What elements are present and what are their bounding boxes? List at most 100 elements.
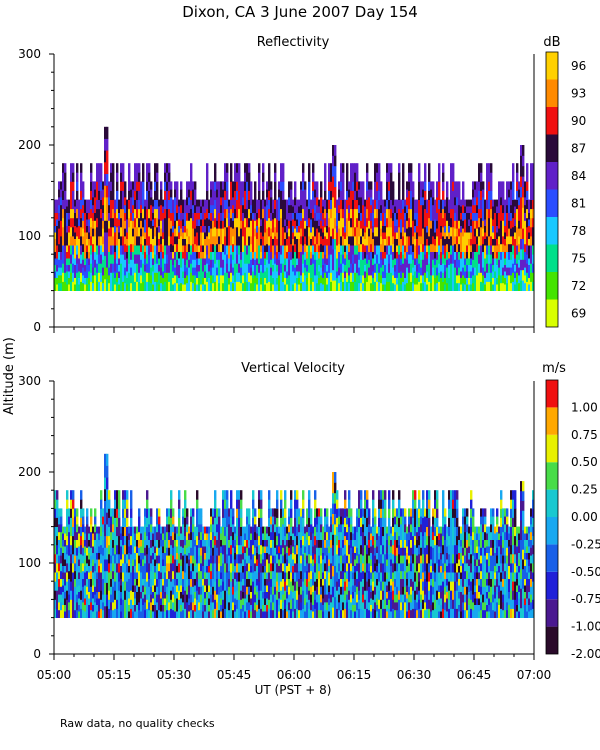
heatmap-cell (294, 267, 297, 276)
heatmap-cell (114, 225, 117, 233)
heatmap-cell (184, 563, 187, 573)
heatmap-cell (84, 533, 87, 540)
heatmap-column (228, 199, 231, 291)
heatmap-cell (184, 271, 187, 278)
heatmap-cell (96, 199, 99, 210)
heatmap-cell (268, 208, 271, 219)
heatmap-cell (82, 539, 85, 548)
heatmap-cell (212, 594, 215, 603)
heatmap-cell (70, 226, 73, 237)
heatmap-cell (488, 208, 491, 219)
heatmap-cell (114, 251, 117, 259)
heatmap-cell (126, 212, 129, 220)
heatmap-cell (468, 232, 471, 239)
heatmap-cell (60, 516, 63, 525)
heatmap-column (210, 508, 213, 618)
heatmap-cell (200, 555, 203, 564)
heatmap-cell (186, 236, 189, 245)
heatmap-cell (286, 199, 289, 207)
heatmap-cell (208, 565, 211, 573)
heatmap-cell (192, 531, 195, 540)
heatmap-column (160, 526, 163, 618)
heatmap-cell (472, 189, 475, 198)
heatmap-cell (178, 264, 181, 272)
heatmap-cell (434, 219, 437, 226)
heatmap-cell (112, 181, 115, 191)
heatmap-cell (372, 258, 375, 265)
heatmap-cell (190, 199, 193, 210)
heatmap-cell (512, 199, 515, 210)
heatmap-cell (428, 217, 431, 228)
heatmap-cell (76, 245, 79, 255)
heatmap-cell (110, 245, 113, 255)
heatmap-cell (128, 245, 131, 255)
heatmap-cell (462, 282, 465, 291)
heatmap-cell (74, 516, 77, 525)
heatmap-cell (504, 212, 507, 220)
heatmap-cell (178, 599, 181, 609)
heatmap-cell (164, 526, 167, 534)
heatmap-cell (96, 539, 99, 547)
heatmap-column (216, 181, 219, 291)
heatmap-cell (220, 212, 223, 221)
heatmap-cell (378, 254, 381, 264)
heatmap-cell (242, 220, 245, 229)
heatmap-cell (166, 508, 169, 517)
heatmap-cell (228, 245, 231, 252)
heatmap-cell (418, 272, 421, 282)
heatmap-cell (148, 163, 151, 173)
heatmap-cell (100, 245, 103, 255)
heatmap-cell (190, 236, 193, 246)
heatmap-cell (388, 181, 391, 191)
heatmap-cell (366, 263, 369, 273)
heatmap-cell (432, 282, 435, 291)
heatmap-cell (98, 172, 101, 182)
heatmap-cell (62, 552, 65, 560)
heatmap-cell (500, 243, 503, 252)
heatmap-cell (328, 208, 331, 219)
heatmap-column (176, 526, 179, 618)
heatmap-cell (522, 249, 525, 260)
heatmap-cell (522, 217, 525, 229)
heatmap-cell (112, 531, 115, 540)
heatmap-cell (158, 524, 161, 533)
heatmap-cell (110, 547, 113, 556)
heatmap-cell (80, 281, 83, 291)
heatmap-cell (152, 533, 155, 540)
heatmap-cell (506, 220, 509, 229)
heatmap-cell (326, 251, 329, 259)
heatmap-cell (172, 563, 175, 572)
heatmap-cell (210, 539, 213, 548)
heatmap-cell (84, 526, 87, 534)
heatmap-cell (128, 163, 131, 173)
heatmap-column (70, 163, 73, 291)
heatmap-cell (224, 199, 227, 210)
heatmap-column (508, 181, 511, 291)
heatmap-cell (88, 611, 91, 618)
heatmap-cell (506, 267, 509, 276)
heatmap-cell (252, 232, 255, 239)
heatmap-cell (312, 226, 315, 237)
heatmap-cell (68, 284, 71, 291)
heatmap-cell (302, 272, 305, 282)
heatmap-cell (484, 277, 487, 285)
heatmap-cell (194, 552, 197, 560)
heatmap-cell (446, 197, 449, 206)
heatmap-cell (130, 553, 133, 564)
heatmap-cell (142, 565, 145, 573)
heatmap-cell (96, 533, 99, 540)
heatmap-cell (342, 254, 345, 264)
heatmap-cell (496, 199, 499, 207)
heatmap-cell (462, 243, 465, 252)
heatmap-cell (274, 217, 277, 228)
heatmap-cell (378, 181, 381, 191)
heatmap-cell (138, 531, 141, 540)
heatmap-cell (106, 524, 109, 537)
heatmap-cell (308, 236, 311, 246)
heatmap-cell (158, 238, 161, 246)
heatmap-cell (140, 236, 143, 245)
heatmap-cell (512, 281, 515, 291)
heatmap-cell (396, 251, 399, 259)
heatmap-cell (88, 251, 91, 259)
heatmap-cell (228, 232, 231, 239)
